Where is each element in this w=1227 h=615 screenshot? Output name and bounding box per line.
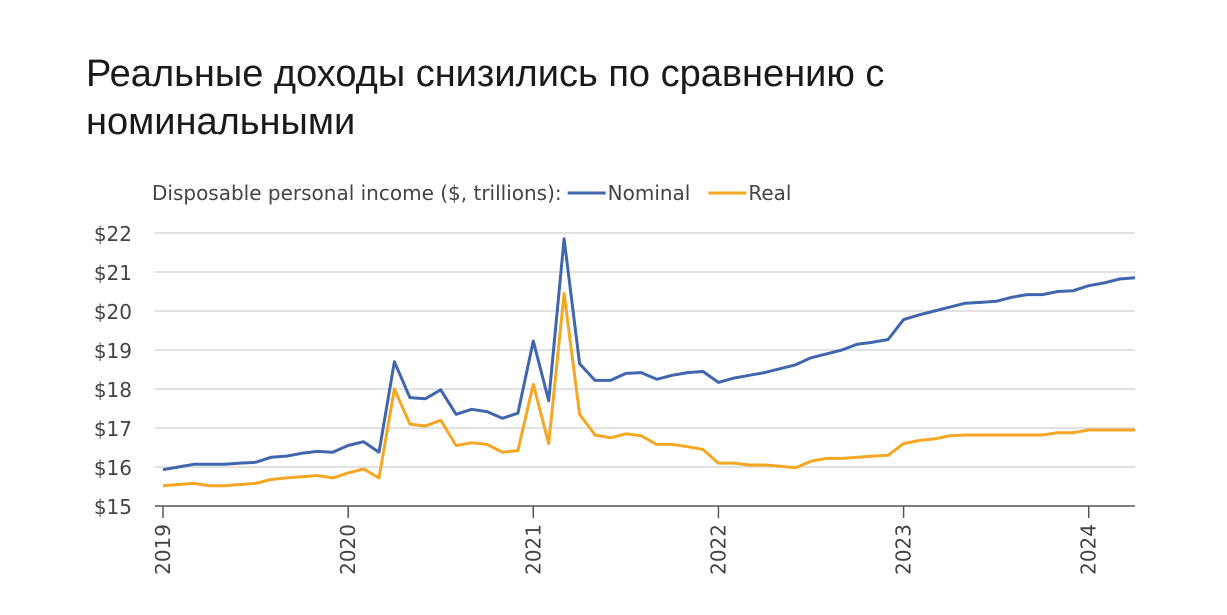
y-tick-label: $21 — [94, 261, 132, 285]
x-tick-label: 2021 — [521, 524, 545, 575]
x-axis: 2019 2020 2021 2022 2023 2024 — [151, 505, 1135, 575]
legend-label-real: Real — [748, 181, 791, 205]
series-line-real — [162, 292, 1135, 488]
series-lines — [162, 237, 1136, 488]
page-title: Реальные доходы снизились по сравнению с… — [86, 53, 885, 143]
y-tick-label: $17 — [94, 417, 132, 441]
chart-legend: Disposable personal income ($, trillions… — [152, 181, 792, 205]
y-tick-label: $15 — [94, 495, 132, 519]
grid-lines — [155, 232, 1135, 468]
x-tick-label: 2024 — [1077, 524, 1101, 575]
y-axis: $15 $16 $17 $18 $19 $20 $21 $22 — [94, 222, 132, 519]
chart-subtitle: Disposable personal income ($, trillions… — [152, 181, 562, 205]
y-tick-label: $22 — [94, 222, 132, 246]
x-tick-label: 2019 — [151, 524, 175, 575]
x-tick-label: 2023 — [892, 524, 916, 575]
series-line-nominal — [162, 237, 1136, 472]
x-tick-label: 2020 — [336, 524, 360, 575]
y-tick-label: $20 — [94, 300, 132, 324]
y-tick-label: $16 — [94, 456, 132, 480]
legend-label-nominal: Nominal — [608, 181, 691, 205]
y-tick-label: $18 — [94, 378, 132, 402]
y-tick-label: $19 — [94, 339, 132, 363]
x-tick-label: 2022 — [706, 524, 730, 575]
